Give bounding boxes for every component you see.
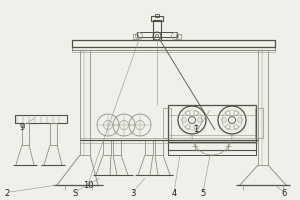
Bar [255, 108, 263, 138]
Text: 6: 6 [281, 190, 287, 198]
Bar [168, 150, 256, 155]
Bar [155, 14, 159, 17]
Bar [163, 108, 171, 138]
Bar [50, 123, 57, 145]
Bar [168, 142, 256, 150]
Bar [137, 32, 177, 37]
Bar [72, 47, 275, 50]
Bar [155, 140, 163, 155]
Bar [72, 50, 275, 52]
Bar [15, 115, 67, 123]
Bar [258, 50, 268, 165]
Text: 10: 10 [83, 182, 93, 190]
Bar [145, 140, 153, 155]
Bar [103, 140, 111, 155]
Bar [22, 123, 29, 145]
Bar [151, 16, 163, 21]
Text: 1: 1 [194, 126, 199, 134]
Text: 9: 9 [20, 123, 25, 132]
Bar [176, 34, 181, 39]
Bar [80, 50, 90, 155]
Bar [72, 40, 275, 47]
Bar [168, 105, 256, 142]
Bar [113, 140, 121, 155]
Text: S: S [72, 190, 78, 198]
Text: 5: 5 [200, 190, 206, 198]
Text: 3: 3 [130, 190, 136, 198]
Text: 4: 4 [171, 190, 177, 198]
Text: 2: 2 [4, 190, 10, 198]
Bar [153, 20, 161, 40]
Bar [133, 34, 138, 39]
